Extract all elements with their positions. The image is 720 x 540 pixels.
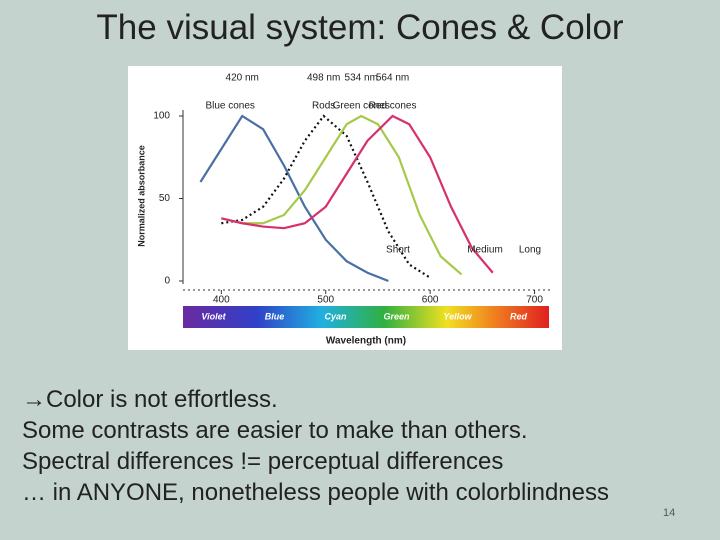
slide-title: The visual system: Cones & Color (96, 8, 624, 47)
band-label: Short (386, 245, 410, 256)
spectrum-label: Red (510, 311, 528, 321)
spectrum-label: Yellow (443, 311, 472, 321)
band-label: Medium (467, 245, 503, 256)
series-line (199, 114, 389, 283)
page-number: 14 (663, 507, 676, 519)
spectrum-label: Blue (265, 311, 285, 321)
band-label: Long (519, 245, 541, 256)
body-line: →Color is not effortless. (22, 386, 278, 413)
series-name: Red cones (369, 101, 417, 112)
series-line (221, 114, 463, 276)
body-line: Spectral differences != perceptual diffe… (22, 448, 504, 475)
body-line: Some contrasts are easier to make than o… (22, 417, 528, 444)
x-tick-label: 600 (422, 295, 439, 306)
series-line (221, 114, 494, 274)
x-axis-label: Wavelength (nm) (326, 336, 406, 347)
series-line (221, 114, 431, 279)
peak-label: 420 nm (226, 73, 259, 84)
series-name: Rods (312, 101, 335, 112)
y-tick-label: 100 (153, 111, 170, 122)
body-line: … in ANYONE, nonetheless people with col… (22, 479, 609, 506)
x-tick-label: 500 (317, 295, 334, 306)
x-tick-label: 700 (526, 295, 543, 306)
body-text: →Color is not effortless. Some contrasts … (22, 384, 609, 508)
spectrum-label: Cyan (324, 311, 347, 321)
spectrum-label: Green (383, 311, 410, 321)
x-tick-label: 400 (213, 295, 230, 306)
peak-label: 534 nm (345, 73, 378, 84)
y-tick-label: 50 (159, 193, 171, 204)
series-name: Blue cones (205, 101, 254, 112)
y-axis-label: Normalized absorbance (136, 145, 146, 247)
chart-background (128, 66, 562, 350)
spectrum-bar (183, 306, 549, 328)
spectrum-label: Violet (201, 311, 226, 321)
series-name: Green cones (333, 101, 390, 112)
chart: Normalized absorbance Wavelength (nm) 0 5… (128, 66, 562, 350)
peak-label: 564 nm (376, 73, 409, 84)
y-tick-label: 0 (164, 276, 170, 287)
peak-label: 498 nm (307, 73, 340, 84)
